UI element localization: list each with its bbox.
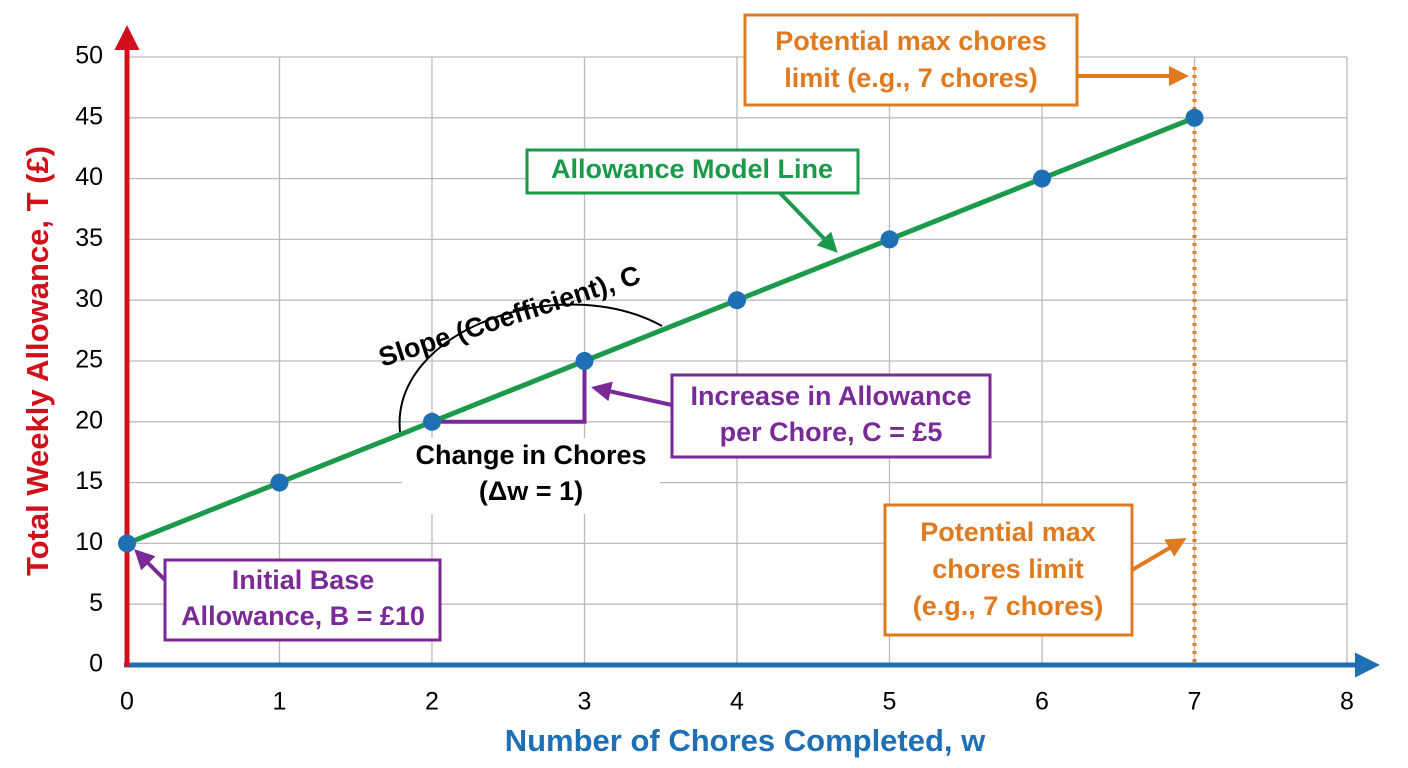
annotation-text: limit (e.g., 7 chores) [784,63,1038,93]
y-tick-label: 25 [75,346,103,374]
annotation-text: Allowance Model Line [551,154,833,184]
annotation-box [743,13,1079,107]
data-point [270,473,289,492]
annotation-box [670,373,992,459]
x-tick-label: 7 [1188,688,1202,716]
annotation-text: Potential max chores [775,26,1047,56]
data-point [1033,169,1051,188]
y-tick-label: 45 [75,102,103,130]
x-tick-label: 3 [578,688,592,716]
annotation: Change in Chores (Δw = 1) [402,438,660,514]
x-tick-label: 0 [120,688,134,716]
annotation-text: Change in Chores [415,440,646,470]
x-tick-label: 1 [273,688,287,716]
annotation-box [525,148,860,195]
annotation-text: (Δw = 1) [479,476,583,506]
data-line [126,115,1196,546]
slope-arc [398,303,663,433]
y-tick-label: 40 [75,163,103,191]
annotation: Allowance Model Line [525,148,860,195]
x-tick-label: 4 [730,688,744,716]
annotation-arrow [778,191,838,253]
y-axis-title: Total Weekly Allowance, T (£) [20,146,55,576]
data-point [575,352,594,370]
x-axis-title: Number of Chores Completed, w [505,723,986,758]
annotation-arrow [591,381,673,407]
annotation: Initial Base Allowance, B = £10 [163,558,442,642]
annotation: Increase in Allowance per Chore, C = £5 [670,373,992,459]
annotation-text: Initial Base [232,565,375,595]
data-point [118,534,136,553]
y-tick-label: 20 [75,406,103,434]
annotation-text: per Chore, C = £5 [720,417,943,447]
data-point [728,291,746,310]
x-tick-label: 6 [1035,688,1049,716]
annotation-box [402,438,660,514]
annotation: Potential max chores limit (e.g., 7 chore… [743,13,1079,107]
y-tick-label: 10 [75,528,103,556]
annotation-box [163,558,442,642]
y-tick-label: 35 [75,224,103,252]
y-tick-label: 15 [75,467,103,495]
data-point [423,412,441,431]
y-tick-label: 5 [89,589,103,617]
y-tick-label: 0 [89,650,103,678]
annotation-text: chores limit [932,554,1084,584]
annotation-box [883,503,1134,637]
data-point [880,230,899,249]
y-tick-label: 30 [75,285,103,313]
x-tick-label: 5 [883,688,897,716]
annotation-text: (e.g., 7 chores) [913,591,1104,621]
y-tick-label: 50 [75,42,103,70]
annotation: Potential max chores limit (e.g., 7 chores… [883,503,1134,637]
x-tick-label: 2 [425,688,439,716]
data-point [1185,108,1204,127]
annotation-text: Allowance, B = £10 [181,601,425,631]
annotation-arrow [134,549,167,582]
annotation-arrow [1130,537,1187,572]
x-tick-label: 8 [1340,688,1354,716]
annotation-text: Potential max [920,517,1096,547]
annotation-text: Increase in Allowance [690,381,971,411]
